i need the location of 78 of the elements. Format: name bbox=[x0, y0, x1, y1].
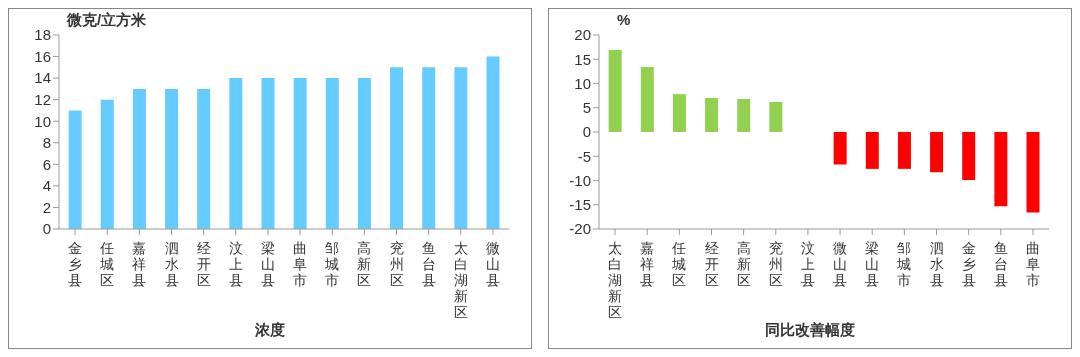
bar bbox=[422, 67, 436, 229]
bar bbox=[454, 67, 468, 229]
y-tick-label: 18 bbox=[34, 26, 51, 44]
y-tick-label: -15 bbox=[569, 196, 591, 214]
bar bbox=[672, 94, 686, 132]
y-axis-title: 微克/立方米 bbox=[67, 11, 147, 30]
x-tick-label: 曲阜市 bbox=[293, 240, 308, 288]
x-tick-label: 鱼台县 bbox=[421, 240, 436, 288]
x-tick-label: 太白湖新区 bbox=[608, 240, 623, 320]
y-tick-label: 10 bbox=[574, 74, 591, 92]
x-tick-label: 嘉祥县 bbox=[640, 240, 655, 288]
bar bbox=[897, 132, 911, 169]
y-tick-label: 20 bbox=[574, 26, 591, 44]
y-tick-label: 0 bbox=[582, 123, 591, 141]
y-tick-label: 16 bbox=[34, 47, 51, 65]
x-tick-label: 微山县 bbox=[485, 240, 500, 288]
bar bbox=[1026, 132, 1040, 213]
x-axis-title: 同比改善幅度 bbox=[764, 321, 856, 340]
x-tick-label: 邹城市 bbox=[896, 240, 912, 288]
x-tick-label: 兖州区 bbox=[768, 240, 783, 288]
x-tick-label: 泗水县 bbox=[164, 240, 179, 288]
bar bbox=[100, 99, 114, 229]
y-tick-label: 4 bbox=[42, 177, 51, 195]
bar bbox=[68, 110, 82, 229]
y-tick-label: 14 bbox=[34, 69, 51, 87]
bar bbox=[769, 101, 783, 132]
x-axis-title: 浓度 bbox=[254, 321, 286, 340]
bar bbox=[994, 132, 1008, 207]
x-tick-label: 曲阜市 bbox=[1025, 240, 1040, 288]
x-tick-label: 任城区 bbox=[671, 240, 687, 288]
bar bbox=[930, 132, 944, 173]
x-tick-label: 鱼台县 bbox=[993, 240, 1008, 288]
x-tick-label: 任城区 bbox=[99, 240, 115, 288]
x-tick-label: 微山县 bbox=[833, 240, 848, 288]
bar bbox=[357, 78, 371, 229]
bar bbox=[197, 88, 211, 229]
x-tick-label: 梁山县 bbox=[260, 240, 275, 288]
x-tick-label: 高新区 bbox=[736, 240, 751, 288]
y-tick-label: -10 bbox=[569, 171, 591, 189]
x-tick-label: 经开区 bbox=[704, 240, 719, 288]
bar bbox=[962, 132, 976, 181]
y-tick-label: 12 bbox=[34, 90, 51, 108]
bar bbox=[165, 88, 179, 229]
x-tick-label: 汶上县 bbox=[800, 240, 815, 288]
bar bbox=[833, 132, 847, 165]
y-tick-label: 6 bbox=[42, 155, 51, 173]
x-tick-label: 汶上县 bbox=[228, 240, 243, 288]
x-tick-label: 梁山县 bbox=[865, 240, 880, 288]
y-tick-label: 15 bbox=[574, 50, 591, 68]
bar bbox=[486, 56, 500, 229]
x-tick-label: 金乡县 bbox=[961, 240, 976, 288]
x-tick-label: 经开区 bbox=[196, 240, 211, 288]
y-tick-label: 10 bbox=[34, 112, 51, 130]
bar bbox=[325, 78, 339, 229]
x-tick-label: 兖州区 bbox=[389, 240, 404, 288]
bar bbox=[640, 67, 654, 132]
y-axis-title: % bbox=[617, 11, 631, 28]
bar bbox=[737, 99, 751, 132]
bar bbox=[608, 50, 622, 132]
x-tick-label: 太白湖新区 bbox=[453, 240, 468, 320]
x-tick-label: 金乡县 bbox=[68, 240, 83, 288]
x-tick-label: 嘉祥县 bbox=[132, 240, 147, 288]
y-tick-label: 8 bbox=[42, 134, 51, 152]
y-tick-label: 0 bbox=[42, 220, 51, 238]
y-tick-label: 5 bbox=[582, 99, 591, 117]
bar bbox=[261, 78, 275, 229]
x-tick-label: 泗水县 bbox=[929, 240, 944, 288]
bar bbox=[865, 132, 879, 169]
bar bbox=[229, 78, 243, 229]
bar bbox=[132, 88, 146, 229]
y-tick-label: -5 bbox=[577, 147, 591, 165]
x-tick-label: 高新区 bbox=[357, 240, 372, 288]
bar bbox=[293, 78, 307, 229]
bar bbox=[390, 67, 404, 229]
bar bbox=[705, 98, 719, 132]
y-tick-label: 2 bbox=[42, 198, 51, 216]
x-tick-label: 邹城市 bbox=[324, 240, 340, 288]
y-tick-label: -20 bbox=[569, 220, 591, 238]
